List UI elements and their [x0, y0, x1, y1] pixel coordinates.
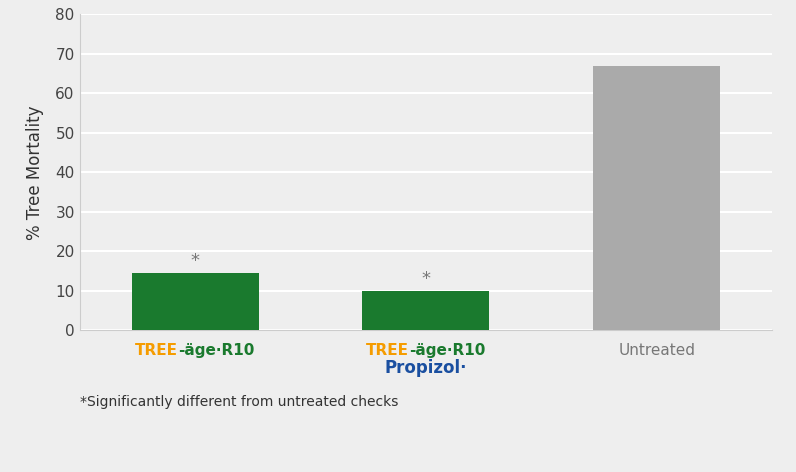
Bar	[593, 66, 720, 330]
Text: -äge·R10: -äge·R10	[178, 343, 255, 358]
Text: TREE: TREE	[135, 343, 178, 358]
Text: *: *	[190, 252, 200, 270]
Text: Propizol·: Propizol·	[384, 359, 467, 378]
Text: -äge·R10: -äge·R10	[409, 343, 486, 358]
Bar	[362, 291, 490, 330]
Text: Untreated: Untreated	[618, 343, 695, 358]
Text: *: *	[421, 270, 431, 288]
Text: *Significantly different from untreated checks: *Significantly different from untreated …	[80, 396, 398, 409]
Text: TREE: TREE	[366, 343, 409, 358]
Y-axis label: % Tree Mortality: % Tree Mortality	[26, 105, 45, 239]
Bar	[131, 273, 259, 330]
